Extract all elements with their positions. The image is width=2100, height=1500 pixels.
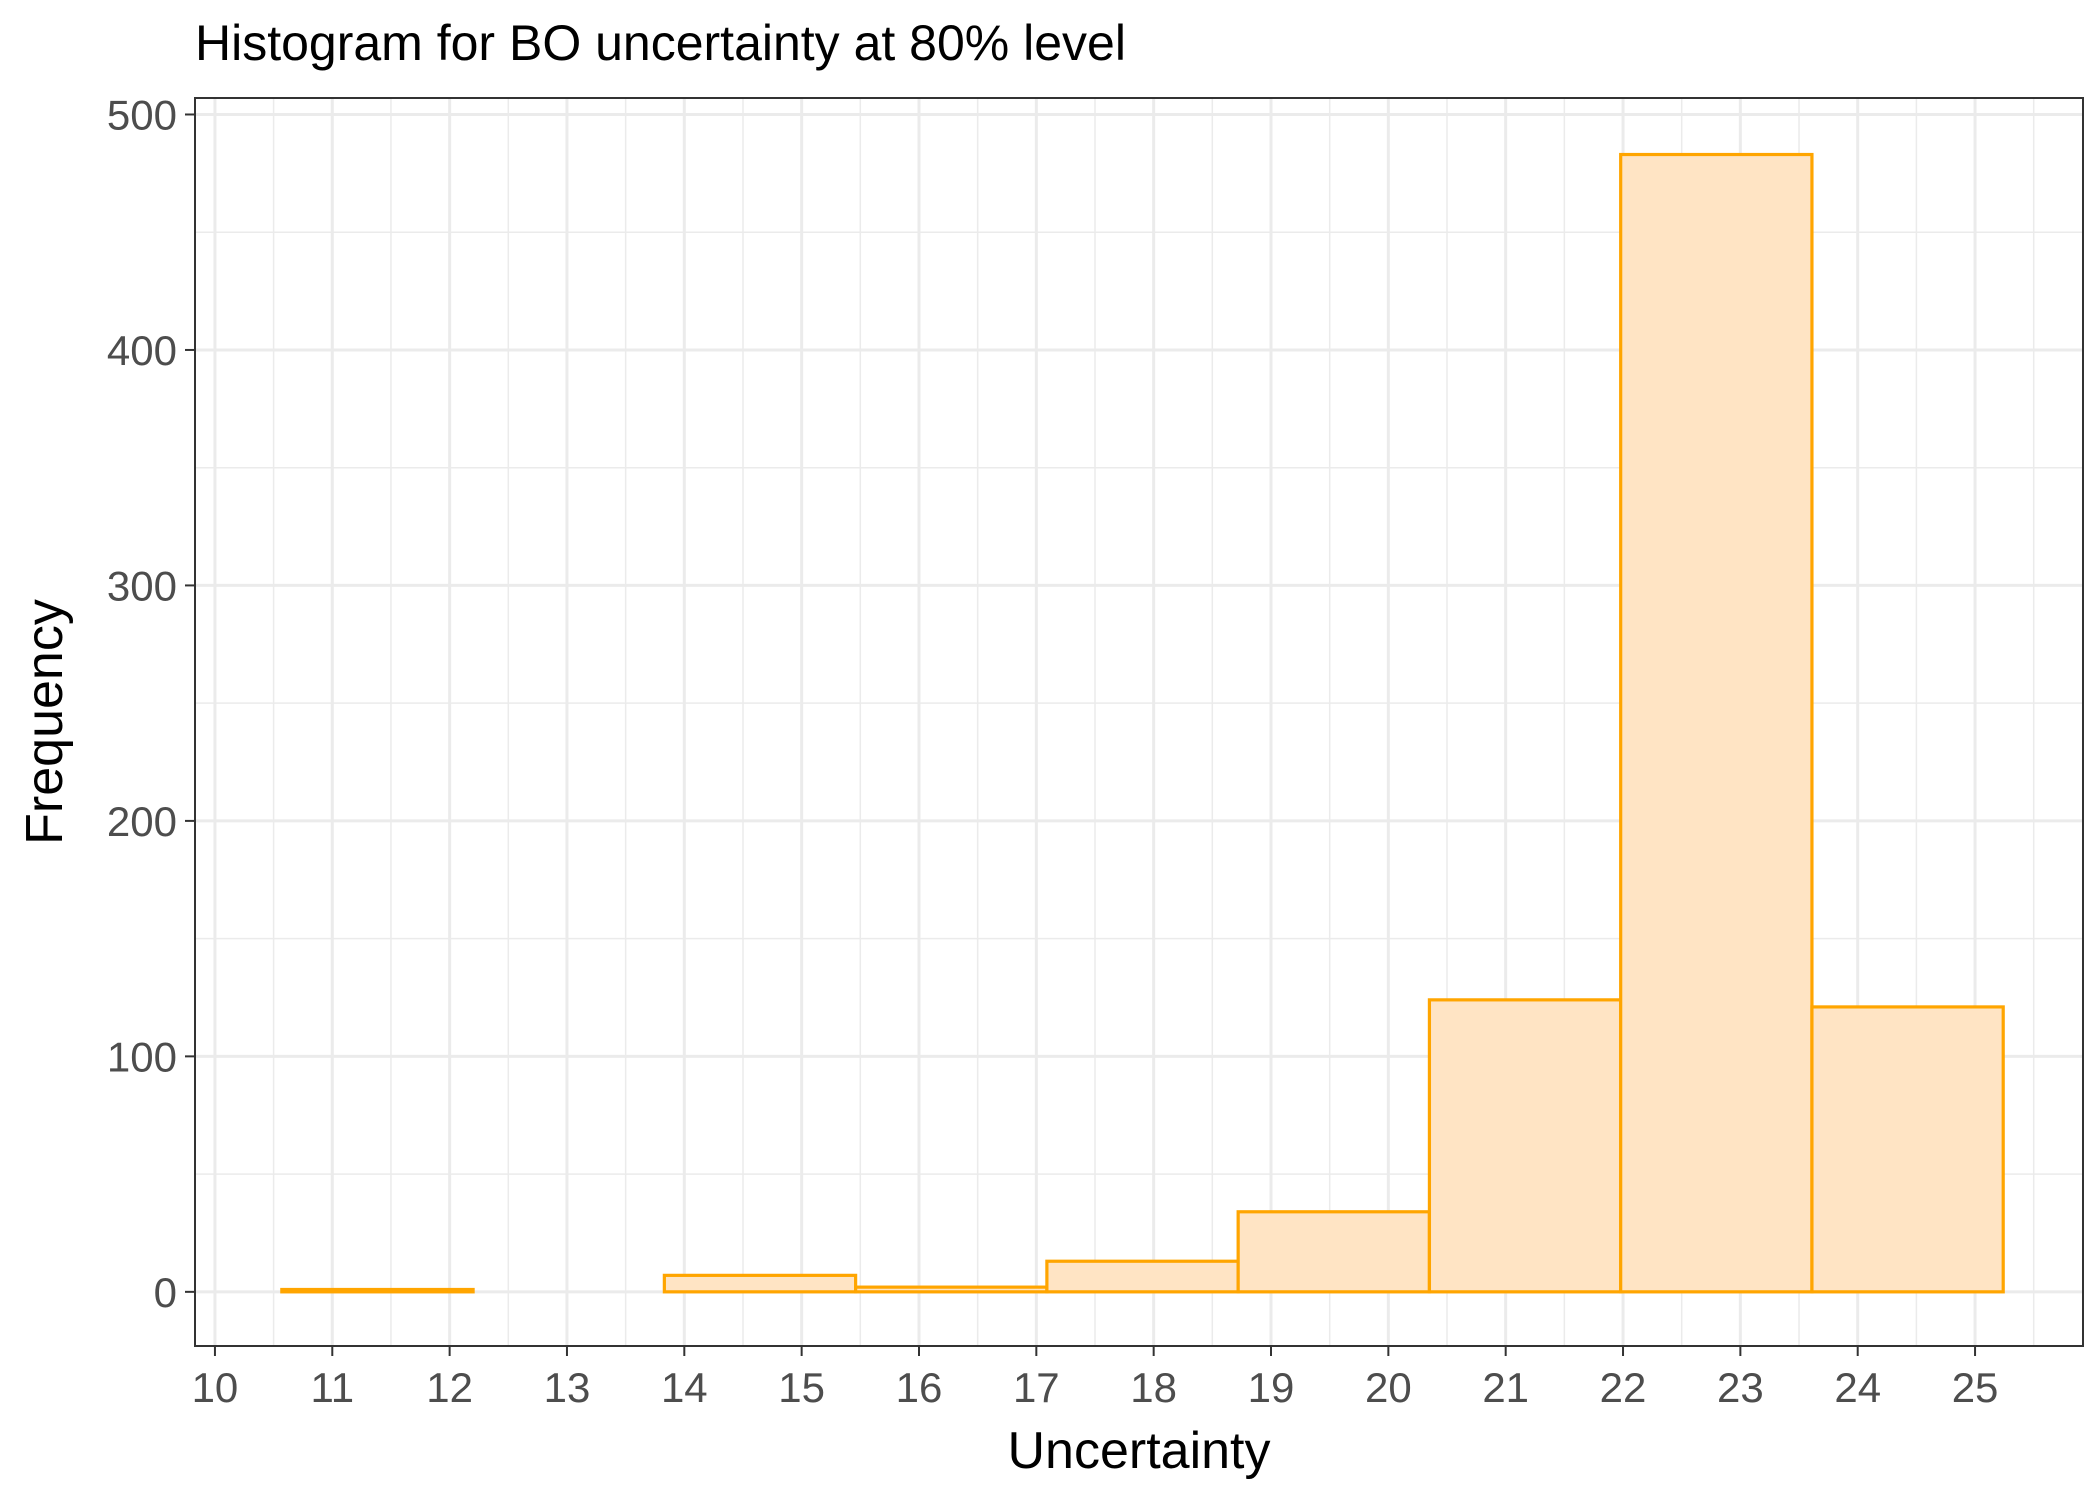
x-axis: 10 11 12 13 14 15 16 17 18 19 20 21 22 23 24 25 — [192, 1346, 1999, 1411]
x-tick-label: 20 — [1365, 1364, 1412, 1411]
histogram-bar-5 — [1045, 1259, 1240, 1294]
x-tick-label: 16 — [896, 1364, 943, 1411]
x-tick-label: 10 — [192, 1364, 239, 1411]
histogram-bar-9 — [1810, 1005, 2005, 1294]
histogram-bar-3 — [662, 1273, 858, 1294]
chart-title: Histogram for BO uncertainty at 80% leve… — [195, 15, 1126, 71]
x-tick-label: 11 — [310, 1364, 354, 1411]
histogram-bars — [280, 152, 2005, 1294]
x-tick-label: 23 — [1717, 1364, 1764, 1411]
x-tick-label: 12 — [426, 1364, 473, 1411]
x-tick-label: 13 — [544, 1364, 591, 1411]
x-tick-label: 18 — [1130, 1364, 1177, 1411]
histogram-bar-7 — [1427, 998, 1623, 1294]
x-tick-label: 25 — [1952, 1364, 1999, 1411]
y-axis-title: Frequency — [16, 599, 74, 845]
x-tick-label: 21 — [1482, 1364, 1529, 1411]
x-tick-label: 24 — [1834, 1364, 1881, 1411]
y-tick-label: 100 — [107, 1033, 177, 1080]
y-tick-label: 300 — [107, 562, 177, 609]
histogram-bar-6 — [1236, 1210, 1432, 1294]
y-tick-label: 500 — [107, 91, 177, 138]
x-tick-label: 19 — [1248, 1364, 1295, 1411]
y-tick-label: 200 — [107, 798, 177, 845]
plot-panel — [194, 97, 2084, 1347]
histogram-bar-4 — [854, 1285, 1049, 1294]
histogram-bar-1 — [280, 1287, 475, 1294]
x-axis-title: Uncertainty — [1008, 1422, 1271, 1480]
y-axis: 0 100 200 300 400 500 — [107, 91, 195, 1316]
x-tick-label: 14 — [661, 1364, 708, 1411]
x-tick-label: 15 — [778, 1364, 825, 1411]
x-tick-label: 22 — [1600, 1364, 1647, 1411]
y-tick-label: 400 — [107, 327, 177, 374]
y-tick-label: 0 — [154, 1269, 177, 1316]
histogram-bar-8 — [1619, 152, 1814, 1294]
panel-border — [194, 97, 2084, 1347]
x-tick-label: 17 — [1013, 1364, 1060, 1411]
